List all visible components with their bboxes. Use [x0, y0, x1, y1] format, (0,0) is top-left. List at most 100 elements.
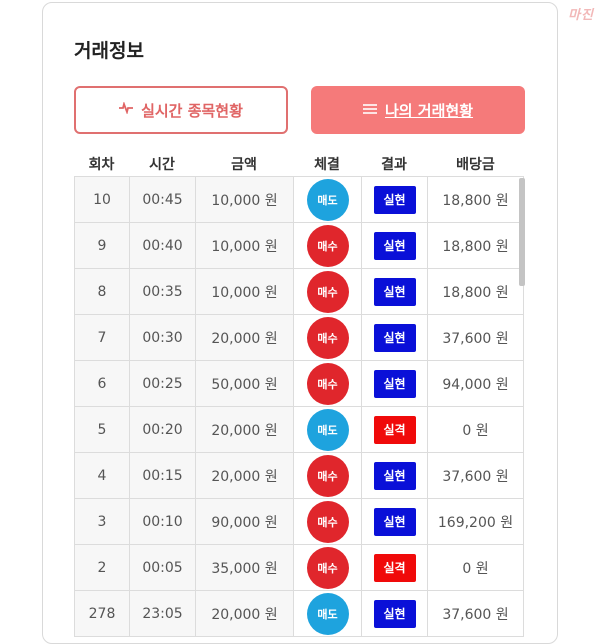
result-cell: 실현	[361, 499, 427, 544]
payout-value: 37,600 원	[442, 330, 509, 347]
amount-value: 50,000 원	[211, 376, 278, 393]
trade-cell: 매도	[293, 407, 361, 452]
trade-badge: 매수	[306, 224, 349, 267]
round-cell: 3	[74, 499, 129, 544]
table-row: 6 00:25 50,000 원 매수 실현 94,000 원	[74, 361, 524, 407]
trade-cell: 매수	[293, 269, 361, 314]
time-cell: 00:20	[129, 407, 195, 452]
payout-cell: 37,600 원	[427, 453, 524, 498]
amount-cell: 20,000 원	[195, 591, 293, 636]
live-status-button[interactable]: 실시간 종목현황	[74, 86, 288, 134]
amount-cell: 10,000 원	[195, 177, 293, 222]
payout-cell: 37,600 원	[427, 315, 524, 360]
result-cell: 실현	[361, 269, 427, 314]
result-badge: 실격	[373, 553, 416, 582]
trade-table[interactable]: 10 00:45 10,000 원 매도 실현 18,800 원 9 00:40 10,000 …	[74, 176, 524, 637]
result-cell: 실현	[361, 177, 427, 222]
time-cell: 00:40	[129, 223, 195, 268]
trade-cell: 매수	[293, 223, 361, 268]
payout-value: 169,200 원	[437, 514, 514, 531]
trade-cell: 매도	[293, 177, 361, 222]
table-row: 5 00:20 20,000 원 매도 실격 0 원	[74, 407, 524, 453]
result-cell: 실현	[361, 591, 427, 636]
amount-cell: 10,000 원	[195, 223, 293, 268]
time-cell: 00:10	[129, 499, 195, 544]
round-cell: 5	[74, 407, 129, 452]
payout-value: 18,800 원	[442, 284, 509, 301]
amount-value: 35,000 원	[211, 560, 278, 577]
amount-value: 20,000 원	[211, 330, 278, 347]
round-cell: 278	[74, 591, 129, 636]
table-row: 278 23:05 20,000 원 매도 실현 37,600 원	[74, 591, 524, 637]
table-scrollbar[interactable]	[519, 178, 525, 286]
my-trades-label: 나의 거래현황	[384, 101, 474, 120]
my-trades-button[interactable]: 나의 거래현황	[311, 86, 525, 134]
time-value: 00:45	[142, 191, 183, 208]
time-value: 00:35	[142, 283, 183, 300]
table-header: 회차 시간 금액 체결 결과 배당금	[74, 154, 524, 173]
list-icon	[362, 102, 377, 118]
payout-cell: 169,200 원	[427, 499, 524, 544]
round-value: 9	[97, 237, 107, 254]
payout-cell: 18,800 원	[427, 269, 524, 314]
round-cell: 6	[74, 361, 129, 406]
pulse-icon	[119, 100, 134, 118]
time-cell: 23:05	[129, 591, 195, 636]
amount-cell: 20,000 원	[195, 453, 293, 498]
header-time: 시간	[149, 157, 175, 173]
result-badge: 실현	[373, 599, 416, 628]
time-value: 00:15	[142, 467, 183, 484]
trade-badge: 매도	[306, 178, 349, 221]
time-cell: 00:05	[129, 545, 195, 590]
trade-cell: 매수	[293, 315, 361, 360]
header-payout: 배당금	[456, 157, 495, 173]
result-cell: 실현	[361, 361, 427, 406]
header-round: 회차	[88, 157, 115, 173]
result-badge: 실현	[373, 323, 416, 352]
round-value: 2	[97, 559, 107, 576]
amount-value: 20,000 원	[211, 468, 278, 485]
payout-cell: 37,600 원	[427, 591, 524, 636]
trade-badge: 매수	[306, 316, 349, 359]
amount-cell: 35,000 원	[195, 545, 293, 590]
round-cell: 10	[74, 177, 129, 222]
page-title: 거래정보	[74, 40, 144, 62]
amount-value: 10,000 원	[211, 192, 278, 209]
time-cell: 00:15	[129, 453, 195, 498]
time-cell: 00:30	[129, 315, 195, 360]
round-cell: 2	[74, 545, 129, 590]
time-value: 00:20	[142, 421, 183, 438]
table-row: 4 00:15 20,000 원 매수 실현 37,600 원	[74, 453, 524, 499]
round-value: 7	[97, 329, 107, 346]
round-value: 6	[97, 375, 107, 392]
live-status-label: 실시간 종목현황	[141, 101, 243, 120]
payout-value: 0 원	[462, 560, 489, 577]
header-result: 결과	[381, 157, 407, 173]
result-cell: 실격	[361, 407, 427, 452]
trade-cell: 매도	[293, 591, 361, 636]
time-value: 00:40	[142, 237, 183, 254]
payout-value: 18,800 원	[442, 192, 509, 209]
time-value: 00:25	[142, 375, 183, 392]
amount-cell: 50,000 원	[195, 361, 293, 406]
round-cell: 4	[74, 453, 129, 498]
header-trade: 체결	[314, 157, 340, 173]
trade-badge: 매수	[306, 270, 349, 313]
amount-value: 10,000 원	[211, 238, 278, 255]
amount-cell: 20,000 원	[195, 407, 293, 452]
trade-badge: 매도	[306, 408, 349, 451]
time-value: 00:30	[142, 329, 183, 346]
result-badge: 실현	[373, 369, 416, 398]
result-badge: 실현	[373, 185, 416, 214]
trade-badge: 매도	[306, 592, 349, 635]
round-cell: 9	[74, 223, 129, 268]
payout-cell: 0 원	[427, 545, 524, 590]
amount-cell: 90,000 원	[195, 499, 293, 544]
trade-badge: 매수	[306, 362, 349, 405]
payout-value: 0 원	[462, 422, 489, 439]
trade-cell: 매수	[293, 361, 361, 406]
trade-cell: 매수	[293, 499, 361, 544]
trade-badge: 매수	[306, 546, 349, 589]
time-cell: 00:45	[129, 177, 195, 222]
round-value: 5	[97, 421, 107, 438]
